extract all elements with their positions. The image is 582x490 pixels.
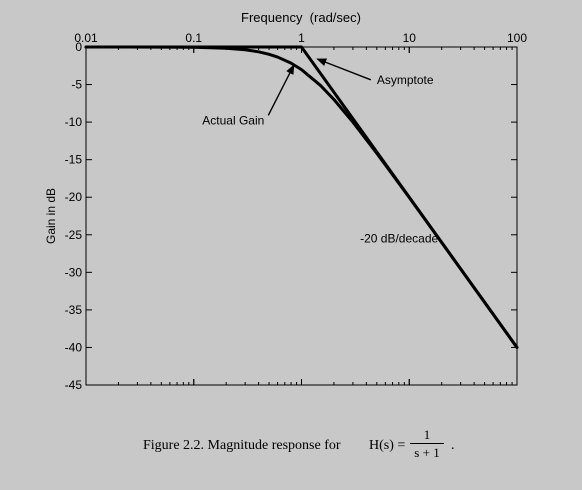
x-tick-label: 1 [298, 31, 305, 45]
y-tick-label: 0 [75, 40, 82, 54]
x-tick-labels: 0.01 0.1 1 10 100 [74, 31, 527, 45]
annotation-actual-gain: Actual Gain [202, 113, 264, 127]
y-tick-labels: 0 -5 -10 -15 -20 -25 -30 -35 -40 -45 [65, 40, 83, 392]
annotation-asymptote: Asymptote [377, 73, 434, 87]
y-tick-label: -10 [65, 115, 83, 129]
x-axis-label: Frequency (rad/sec) [241, 10, 361, 25]
y-tick-label: -40 [65, 340, 83, 354]
caption-denominator: s + 1 [409, 444, 445, 461]
magnitude-response-chart: 0.01 0.1 1 10 100 0-5-10-15-20-25-30-35-40-4… [0, 0, 582, 430]
caption-fraction: 1 s + 1 [409, 426, 445, 461]
caption-numerator: 1 [409, 426, 445, 443]
y-tick-label: -5 [71, 78, 82, 92]
plot-area [86, 47, 517, 385]
x-tick-label: 10 [403, 31, 417, 45]
y-tick-label: -25 [65, 228, 83, 242]
figure-caption: Figure 2.2. Magnitude response for H(s) … [0, 430, 582, 470]
y-tick-label: -45 [65, 378, 83, 392]
y-axis-label: Gain in dB [44, 188, 58, 244]
y-tick-label: -30 [65, 265, 83, 279]
x-tick-label: 100 [507, 31, 527, 45]
y-tick-label: -15 [65, 153, 83, 167]
caption-transfer-function-lhs: H(s) = [369, 438, 405, 454]
y-tick-label: -35 [65, 303, 83, 317]
caption-text: Figure 2.2. Magnitude response for [143, 438, 341, 454]
y-tick-label: -20 [65, 190, 83, 204]
caption-suffix: . [451, 438, 455, 454]
x-tick-label: 0.1 [185, 31, 202, 45]
annotation-20-db-decade: -20 dB/decade [360, 231, 438, 245]
